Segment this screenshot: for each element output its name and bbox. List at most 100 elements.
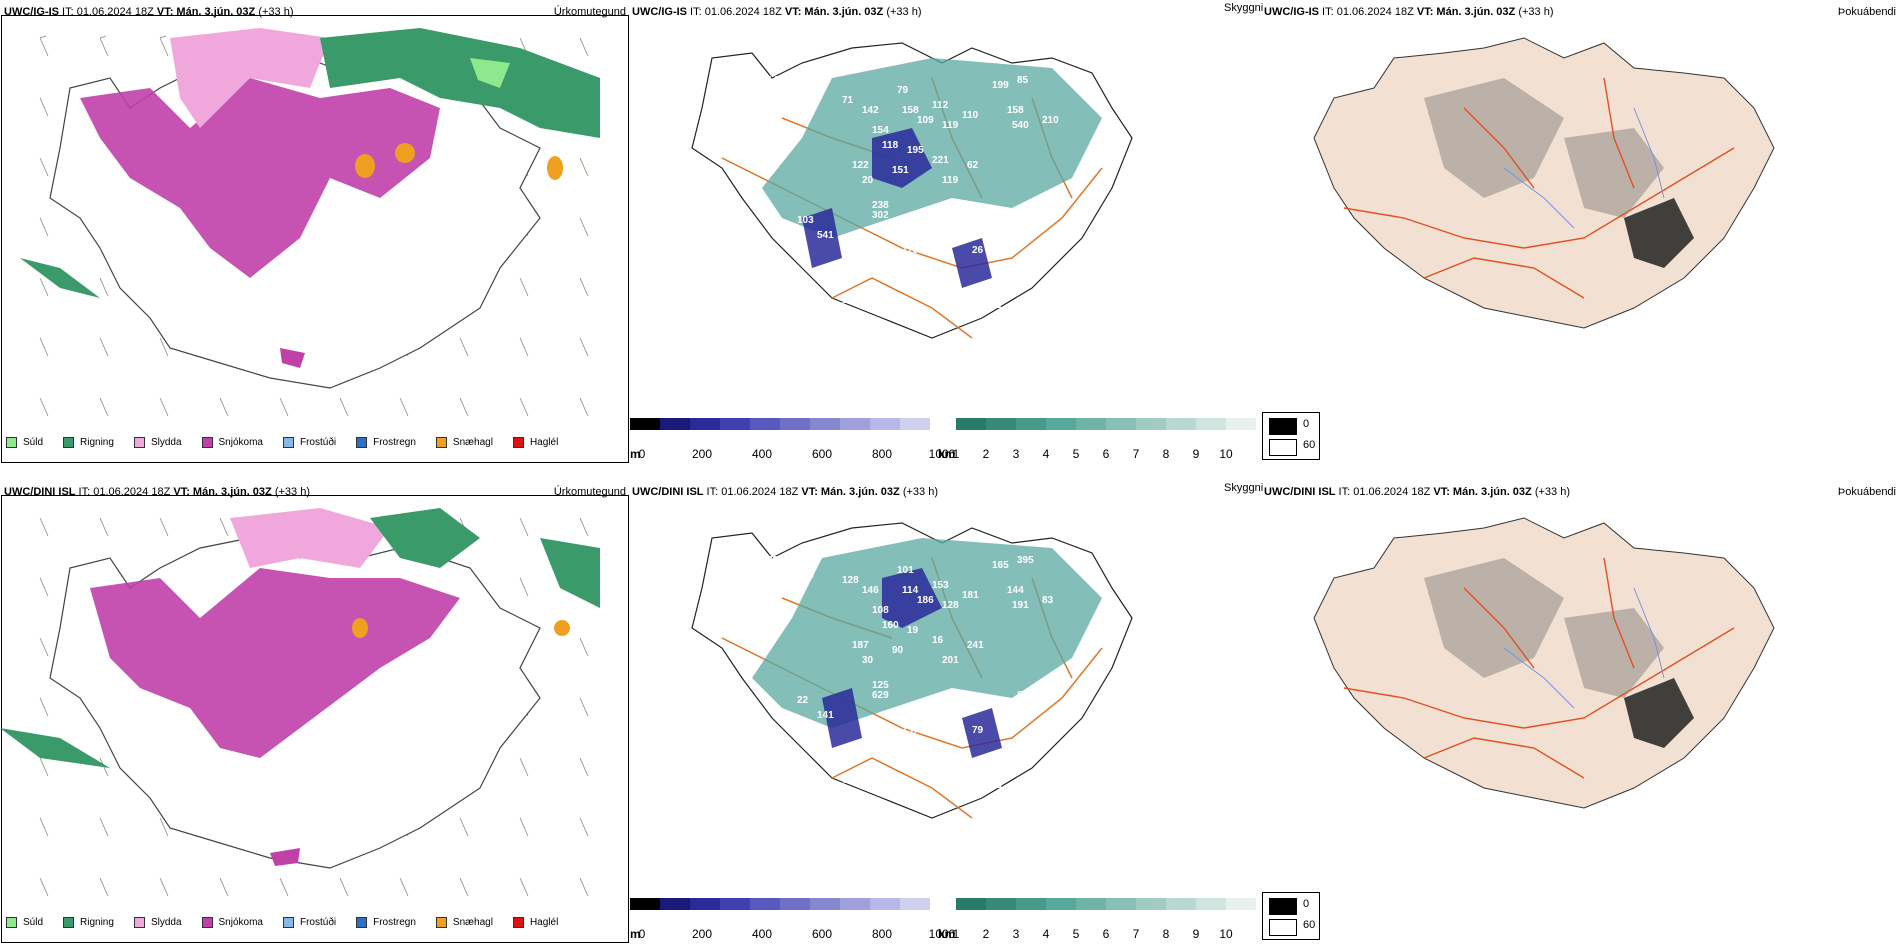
cloud-label-group: 8110914514410571142154791581091121191101… xyxy=(722,75,1059,376)
lead-time: (+33 h) xyxy=(899,486,938,498)
fog-dense xyxy=(1624,678,1694,748)
cloud-base-label: 11 xyxy=(992,300,1003,311)
fog-dense xyxy=(1624,198,1694,268)
cloud-base-label: 79 xyxy=(972,725,984,736)
valid-time: VT: Mán. 3.jún. 03Z xyxy=(1416,6,1516,18)
cloud-base-label: 74 xyxy=(842,745,854,756)
km-tick: 8 xyxy=(1162,447,1170,461)
cloud-base-label: 94 xyxy=(882,230,894,241)
m-unit: m xyxy=(630,447,641,461)
low-cloud-area xyxy=(822,568,1002,758)
cloud-base-label: 119 xyxy=(942,120,959,131)
legend-item: Súld xyxy=(6,437,43,448)
panel-header: UWC/IG-IS IT: 01.06.2024 18Z VT: Mán. 3.… xyxy=(632,6,921,18)
fog-map xyxy=(1313,37,1775,329)
cloud-base-label: 6 xyxy=(897,810,903,821)
cloud-base-label: 49 xyxy=(847,365,859,376)
cloud-base-label: 629 xyxy=(872,690,889,701)
panel-title: Skyggni xyxy=(1224,482,1264,494)
cloud-base-label: 112 xyxy=(932,100,949,111)
panel-header: UWC/DINI ISL IT: 01.06.2024 18Z VT: Mán.… xyxy=(1264,486,1570,498)
cloud-base-label: 105 xyxy=(772,120,789,131)
precip-legend: Súld Rigning Slydda Snjókoma Frostúði Frostre… xyxy=(6,917,578,928)
legend-swatch xyxy=(63,917,75,928)
km-tick: 2 xyxy=(982,447,990,461)
cloud-base-label: 122 xyxy=(852,160,869,171)
m-tick: 1000 xyxy=(928,447,956,461)
lead-time: (+33 h) xyxy=(255,6,294,18)
precip-map xyxy=(0,508,600,897)
km-tick: 7 xyxy=(1132,927,1140,941)
cloud-base-label: 142 xyxy=(862,105,879,116)
m-tick: 800 xyxy=(871,927,893,941)
legend-label: Rigning xyxy=(80,437,114,448)
cloud-base-label: 109 xyxy=(917,115,934,126)
snow-pellet-area xyxy=(547,156,563,180)
cloud-base-label: 82 xyxy=(1017,690,1029,701)
km-tick: 6 xyxy=(1102,927,1110,941)
cloud-base-label: 145 xyxy=(767,75,784,86)
cloud-base-label: 85 xyxy=(1017,75,1029,86)
legend-swatch xyxy=(133,437,145,448)
cloud-base-label: 195 xyxy=(907,145,924,156)
model-name: UWC/DINI ISL xyxy=(4,486,76,498)
lead-time: (+33 h) xyxy=(1531,486,1570,498)
panel-header: UWC/IG-IS IT: 01.06.2024 18Z VT: Mán. 3.… xyxy=(1264,6,1553,18)
cloud-base-label: 26 xyxy=(972,245,984,256)
cloud-base-label: 540 xyxy=(1012,120,1029,131)
km-tick: 1 xyxy=(952,447,960,461)
cloud-base-label: 71 xyxy=(842,95,854,106)
cloud-base-label: 19 xyxy=(907,625,919,636)
legend-item: Snjókoma xyxy=(201,437,263,448)
cloud-base-label: 87 xyxy=(987,285,999,296)
km-tick: 3 xyxy=(1012,447,1020,461)
km-tick: 4 xyxy=(1042,447,1050,461)
snow-pellet-area xyxy=(554,620,570,636)
fog-legend-low: 0 xyxy=(1303,418,1310,430)
cloud-base-label: 22 xyxy=(797,695,809,706)
legend-swatch xyxy=(63,437,75,448)
legend-label: Snæhagl xyxy=(452,917,493,928)
rain-area xyxy=(320,28,600,138)
fog-index-panel: UWC/IG-IS IT: 01.06.2024 18Z VT: Mán. 3.… xyxy=(1264,0,1900,470)
cloud-base-label: 16 xyxy=(932,635,944,646)
fog-legend: 0 60 xyxy=(1262,412,1320,460)
panel-header: UWC/DINI ISL IT: 01.06.2024 18Z VT: Mán.… xyxy=(4,486,310,498)
model-name: UWC/IG-IS xyxy=(632,6,687,18)
init-time: IT: 01.06.2024 18Z xyxy=(703,486,802,498)
panel-title: Úrkomutegund xyxy=(553,486,626,498)
legend-swatch xyxy=(512,437,524,448)
fog-map xyxy=(1313,517,1775,809)
cloud-base-label: 84 xyxy=(882,710,894,721)
cloud-base-label: 302 xyxy=(872,210,889,221)
cloud-base-label: 165 xyxy=(992,560,1009,571)
cloud-base-label: 158 xyxy=(1007,105,1024,116)
init-time: IT: 01.06.2024 18Z xyxy=(1335,486,1434,498)
km-tick: 6 xyxy=(1102,447,1110,461)
legend-item: Slydda xyxy=(133,437,182,448)
cloud-base-label: 160 xyxy=(882,620,899,631)
m-tick: 200 xyxy=(691,927,713,941)
legend-item: Haglél xyxy=(512,437,558,448)
m-tick: 400 xyxy=(751,927,773,941)
cloud-base-label: 141 xyxy=(817,710,834,721)
cloud-colorbar xyxy=(630,898,930,913)
cloud-base-label: 103 xyxy=(797,215,814,226)
legend-item: Frostregn xyxy=(356,437,416,448)
km-unit: km xyxy=(938,447,956,461)
km-unit: km xyxy=(938,927,956,941)
sleet-area xyxy=(170,28,330,128)
cloud-base-map: 8110914514410571142154791581091121191101… xyxy=(691,42,1133,376)
cloud-base-label: 58 xyxy=(932,325,944,336)
cloud-base-panel: UWC/DINI ISL IT: 01.06.2024 18Z VT: Mán.… xyxy=(630,480,1264,950)
legend-item: Frostúði xyxy=(282,437,336,448)
legend-label: Súld xyxy=(23,437,44,448)
legend-label: Snjókoma xyxy=(218,917,263,928)
cloud-base-label: 13 xyxy=(752,230,764,241)
lead-time: (+33 h) xyxy=(1515,6,1554,18)
panel-title: Úrkomutegund xyxy=(553,6,626,18)
fog-legend-high: 60 xyxy=(1303,919,1316,931)
fog-legend-high: 60 xyxy=(1303,439,1316,451)
cloud-base-label: 201 xyxy=(942,655,959,666)
legend-swatch xyxy=(435,437,447,448)
